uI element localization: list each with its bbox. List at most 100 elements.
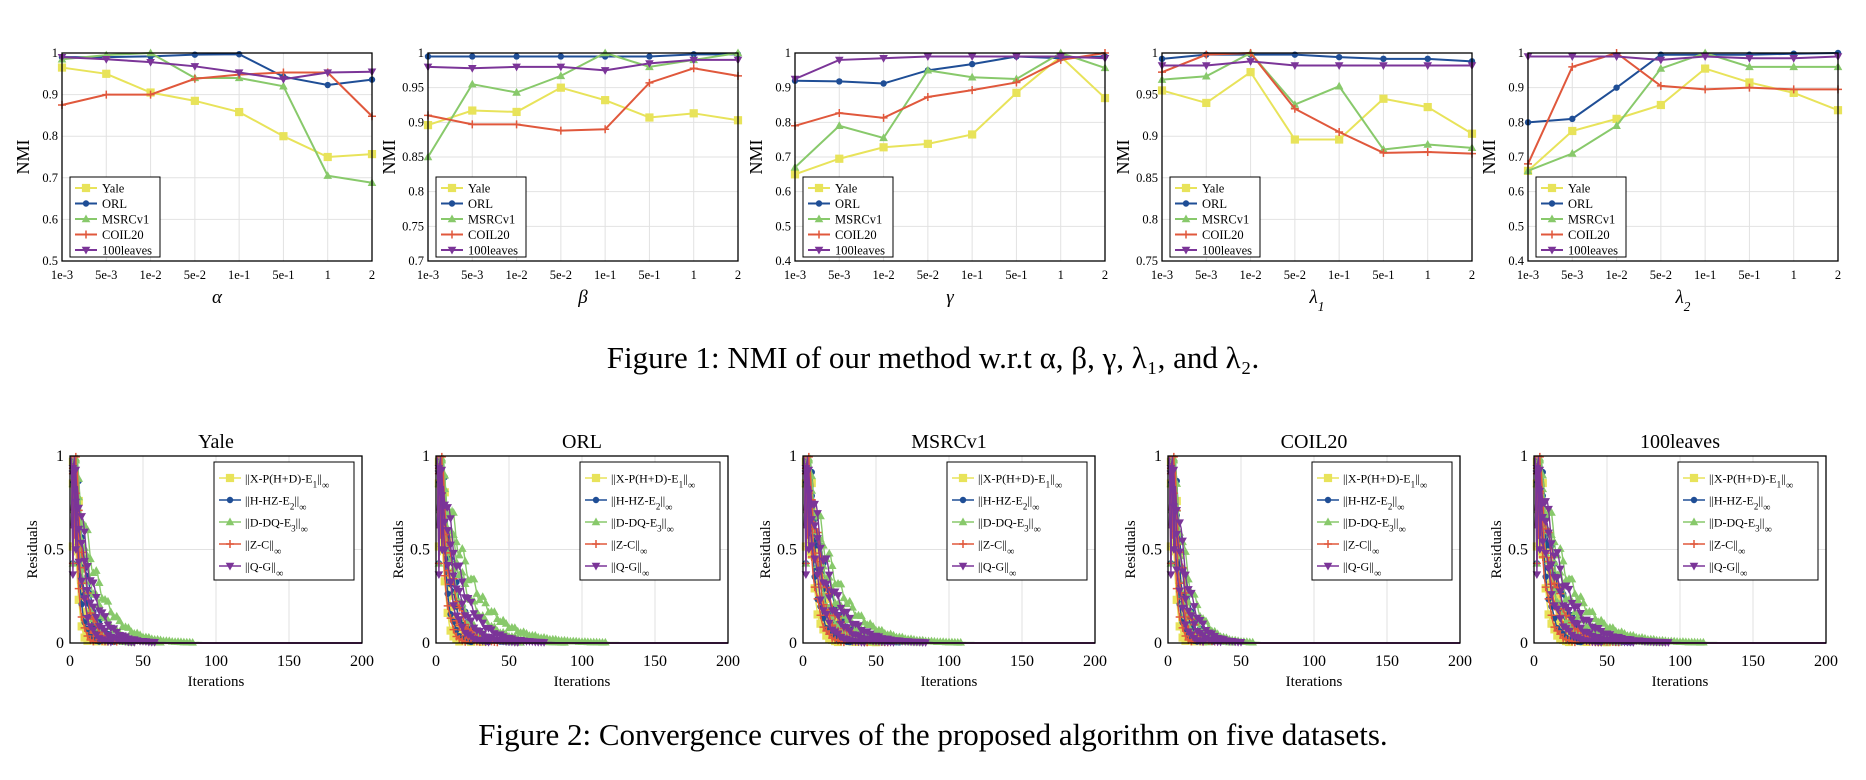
legend-marker <box>1324 496 1332 504</box>
y-tick-label: 1 <box>418 46 424 60</box>
y-tick-label: 0.5 <box>42 254 58 268</box>
figure-1-caption: Figure 1: NMI of our method w.r.t α, β, … <box>606 340 1260 375</box>
data-point <box>1789 62 1799 71</box>
data-point <box>188 637 197 646</box>
legend-marker <box>1182 230 1190 239</box>
data-point <box>437 546 447 554</box>
series-line-100leaves <box>1528 55 1839 61</box>
legend-marker <box>447 214 457 223</box>
legend-label: ||Z-C||∞ <box>1709 538 1745 558</box>
data-point <box>279 68 288 77</box>
data-point <box>68 571 78 580</box>
x-tick-label: 1e-3 <box>51 268 73 282</box>
data-point <box>501 619 511 627</box>
legend-marker <box>1323 562 1333 571</box>
x-tick-label: 0 <box>1164 653 1172 670</box>
data-point <box>1576 610 1586 618</box>
legend-label: Yale <box>468 182 491 196</box>
legend-marker <box>448 200 456 207</box>
data-point <box>512 63 521 72</box>
legend-label: Yale <box>1568 182 1591 196</box>
data-point <box>824 548 834 557</box>
x-tick-label: 100 <box>1302 653 1326 670</box>
legend-marker <box>1181 246 1191 255</box>
y-tick-label: 0.75 <box>1136 254 1158 268</box>
data-point <box>1564 607 1574 615</box>
data-point <box>190 74 199 83</box>
legend-box <box>1311 461 1453 581</box>
nmi-chart-3: 0.4 0.5 0.6 0.7 0.8 0.9 1 1e-3 5e-3 1e-2 5e-2 1e-1 5… <box>746 46 1110 308</box>
data-point <box>94 578 104 586</box>
data-point <box>77 577 86 586</box>
data-point <box>1579 598 1588 607</box>
data-point <box>600 67 610 75</box>
legend-marker <box>1547 246 1557 255</box>
y-tick-label: 0.6 <box>42 212 58 226</box>
y-tick-label: 0.5 <box>44 542 64 559</box>
x-axis-label: Iterations <box>1286 674 1343 690</box>
data-point <box>443 527 452 535</box>
data-point <box>879 133 888 142</box>
data-point <box>1541 583 1550 592</box>
legend-marker <box>448 230 456 239</box>
x-tick-label: 0 <box>1530 653 1538 670</box>
data-point <box>1568 126 1577 136</box>
data-point <box>443 601 452 610</box>
data-point <box>1201 62 1211 70</box>
data-point <box>1568 62 1577 71</box>
legend-label: ||X-P(H+D)-E1​||∞ <box>611 472 695 492</box>
legend-label: MSRCv1 <box>1202 213 1249 227</box>
data-point <box>83 563 92 571</box>
data-point <box>1701 85 1710 94</box>
legend-label: ||Q-G||∞ <box>1343 560 1381 580</box>
x-tick-label: 1e-1 <box>1328 268 1350 282</box>
data-point <box>1202 50 1211 59</box>
data-point <box>824 619 834 628</box>
legend-marker <box>592 496 600 504</box>
data-point <box>1555 565 1565 574</box>
y-tick-label: 0.85 <box>1136 171 1158 185</box>
data-point <box>689 64 698 73</box>
legend-box <box>946 461 1088 581</box>
data-point <box>1700 53 1710 61</box>
x-tick-label: 50 <box>1599 653 1615 670</box>
data-point <box>115 616 124 625</box>
data-point <box>457 623 467 632</box>
legend-marker <box>1547 183 1557 193</box>
data-point <box>452 537 461 546</box>
data-point <box>857 611 866 619</box>
data-point <box>689 109 698 118</box>
data-point <box>323 69 333 78</box>
y-tick-label: 0.8 <box>1508 115 1524 129</box>
data-point <box>513 53 520 60</box>
data-point <box>1541 498 1550 506</box>
plot-frame <box>61 52 373 262</box>
legend-marker <box>1547 214 1557 223</box>
legend-marker <box>447 246 457 255</box>
plot-frame <box>427 52 739 262</box>
data-point <box>1576 592 1586 600</box>
data-point <box>71 546 81 554</box>
data-point <box>1573 603 1583 611</box>
legend-marker <box>81 246 91 255</box>
legend-label: ||H-HZ-E2​||∞ <box>245 494 306 514</box>
y-tick-label: 1 <box>1518 46 1524 60</box>
x-tick-label: 5e-2 <box>550 268 572 282</box>
nmi-chart-2: 0.7 0.75 0.8 0.85 0.9 0.95 1 1e-3 5e-3 1e-2 5e-2 1e… <box>379 46 743 308</box>
legend-label: ORL <box>102 197 127 211</box>
data-point <box>968 86 977 95</box>
data-point <box>1564 585 1574 594</box>
x-axis-label: α <box>212 287 223 308</box>
data-point <box>279 132 288 141</box>
x-tick-label: 2 <box>1102 268 1108 282</box>
data-point <box>512 88 521 96</box>
y-tick-label: 0.6 <box>775 185 791 199</box>
x-tick-label: 2 <box>1835 268 1841 282</box>
data-point <box>834 56 844 65</box>
data-point <box>1547 540 1556 548</box>
legend-label: COIL20 <box>835 228 877 242</box>
x-tick-label: 200 <box>1083 653 1107 670</box>
x-tick-label: 1e-1 <box>228 268 250 282</box>
data-point <box>469 574 479 583</box>
legend-label: ||H-HZ-E2​||∞ <box>611 494 672 514</box>
